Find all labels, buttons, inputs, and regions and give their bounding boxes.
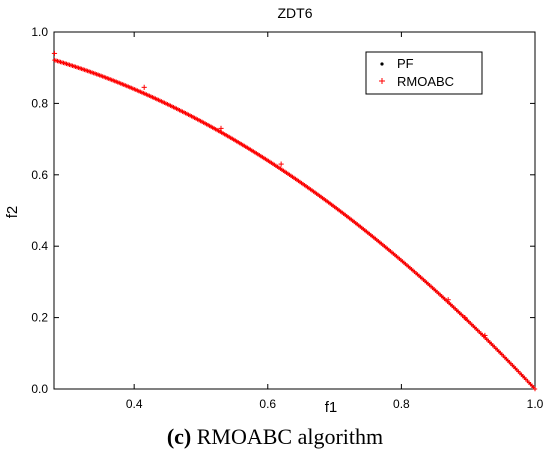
rmoabc-point	[278, 161, 284, 167]
legend: PF RMOABC	[365, 51, 483, 95]
legend-marker-pf	[380, 62, 384, 66]
y-tick-label: 0.8	[31, 96, 48, 110]
legend-label-pf: PF	[397, 56, 414, 71]
x-axis-label: f1	[325, 399, 338, 416]
y-axis-ticks: 0.0 0.2 0.4 0.6 0.8 1.0	[31, 25, 535, 396]
rmoabc-point	[218, 125, 224, 131]
rmoabc-point	[462, 315, 468, 321]
y-tick-label: 1.0	[31, 25, 48, 39]
rmoabc-point	[51, 50, 58, 57]
rmoabc-point	[482, 332, 488, 339]
legend-label-rmoabc: RMOABC	[397, 74, 454, 89]
y-tick-label: 0.6	[31, 168, 48, 182]
y-tick-label: 0.4	[31, 239, 48, 253]
series-pf	[53, 59, 536, 390]
series-rmoabc	[51, 50, 538, 392]
rmoabc-point	[532, 386, 538, 392]
legend-marker-rmoabc	[379, 78, 385, 84]
chart-title: ZDT6	[278, 5, 313, 21]
y-tick-label: 0.0	[31, 382, 48, 396]
rmoabc-point	[141, 84, 147, 90]
legend-box	[365, 51, 483, 95]
caption-label: (c)	[166, 424, 192, 449]
x-tick-label: 0.6	[259, 397, 276, 411]
y-tick-label: 0.2	[31, 311, 48, 325]
y-axis-label: f2	[4, 206, 21, 219]
rmoabc-point	[445, 297, 451, 303]
figure-caption: (c) RMOABC algorithm	[0, 424, 550, 450]
x-tick-label: 0.4	[126, 397, 143, 411]
caption-text: RMOABC algorithm	[191, 424, 384, 449]
x-tick-label: 0.8	[393, 397, 410, 411]
x-tick-label: 1.0	[527, 397, 544, 411]
plot-frame	[53, 31, 536, 390]
